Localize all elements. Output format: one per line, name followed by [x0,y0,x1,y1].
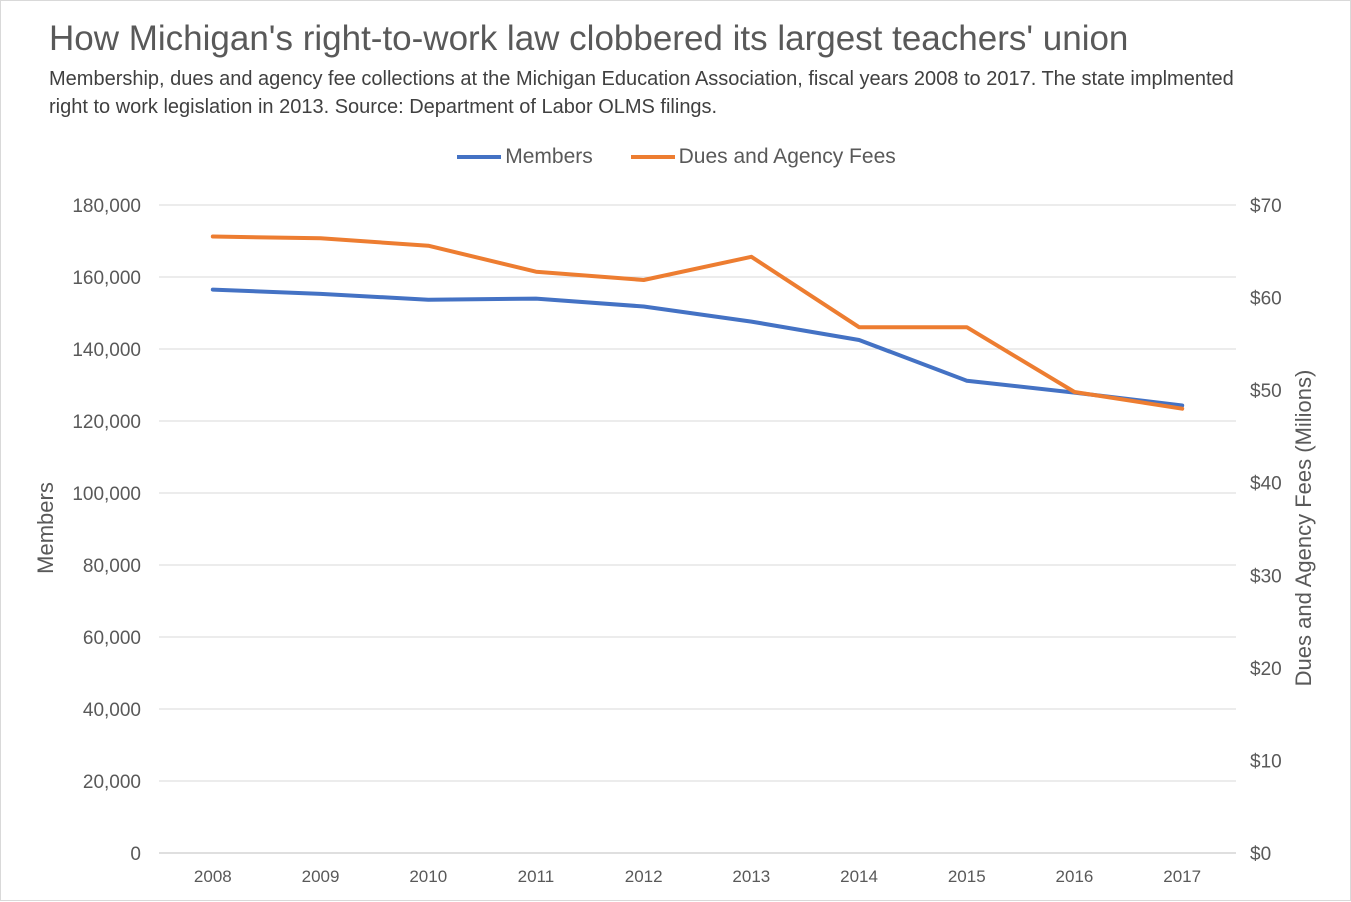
legend-swatch-dues [630,155,675,159]
y-right-tick-label: $70 [1250,196,1282,217]
x-tick-label: 2016 [1056,867,1094,886]
y-right-tick-label: $60 [1250,289,1282,310]
y-left-tick-label: 100,000 [72,484,141,505]
y-right-tick-label: $20 [1250,659,1282,680]
y-left-tick-label: 40,000 [83,700,141,721]
x-tick-label: 2011 [518,867,555,886]
legend: Members Dues and Agency Fees [1,141,1351,169]
chart-title: How Michigan's right-to-work law clobber… [49,19,1129,58]
legend-label-dues: Dues and Agency Fees [678,145,896,168]
legend-swatch-members [457,155,502,159]
x-tick-label: 2014 [840,867,878,886]
x-tick-label: 2015 [948,867,986,886]
y-left-tick-label: 60,000 [83,628,141,649]
y-right-tick-label: $50 [1250,381,1282,402]
series-lines [210,234,1185,411]
series-line-members [210,287,1185,408]
x-tick-label: 2012 [625,867,663,886]
legend-item-members: Members [457,145,593,169]
y-axis-left-label: Members [33,482,58,574]
y-axis-right: $0 $10 $20 $30 $40 $50 $60 $70 [1250,196,1282,865]
y-axis-right-label: Dues and Agency Fees (Milions) [1291,370,1316,687]
y-left-tick-label: 0 [130,844,141,865]
gridlines [159,204,1236,854]
x-axis: 2008 2009 2010 2011 2012 2013 2014 2015 2016 2017 [194,867,1201,886]
x-tick-label: 2008 [194,867,232,886]
x-tick-label: 2013 [732,867,770,886]
x-tick-label: 2009 [302,867,340,886]
chart-subtitle: Membership, dues and agency fee collecti… [49,68,1234,118]
x-tick-label: 2017 [1163,867,1201,886]
y-right-tick-label: $0 [1250,844,1271,865]
y-left-tick-label: 180,000 [72,196,141,217]
y-left-tick-label: 120,000 [72,412,141,433]
legend-item-dues: Dues and Agency Fees [630,145,896,169]
legend-label-members: Members [505,145,593,168]
y-right-tick-label: $30 [1250,566,1282,587]
y-right-tick-label: $40 [1250,474,1282,495]
series-line-dues [210,234,1185,411]
y-left-tick-label: 140,000 [72,340,141,361]
y-left-tick-label: 20,000 [83,772,141,793]
y-left-tick-label: 160,000 [72,268,141,289]
y-axis-left: 0 20,000 40,000 60,000 80,000 100,000 120,000 1… [72,196,141,865]
x-tick-label: 2010 [409,867,447,886]
y-right-tick-label: $10 [1250,751,1282,772]
y-left-tick-label: 80,000 [83,556,141,577]
